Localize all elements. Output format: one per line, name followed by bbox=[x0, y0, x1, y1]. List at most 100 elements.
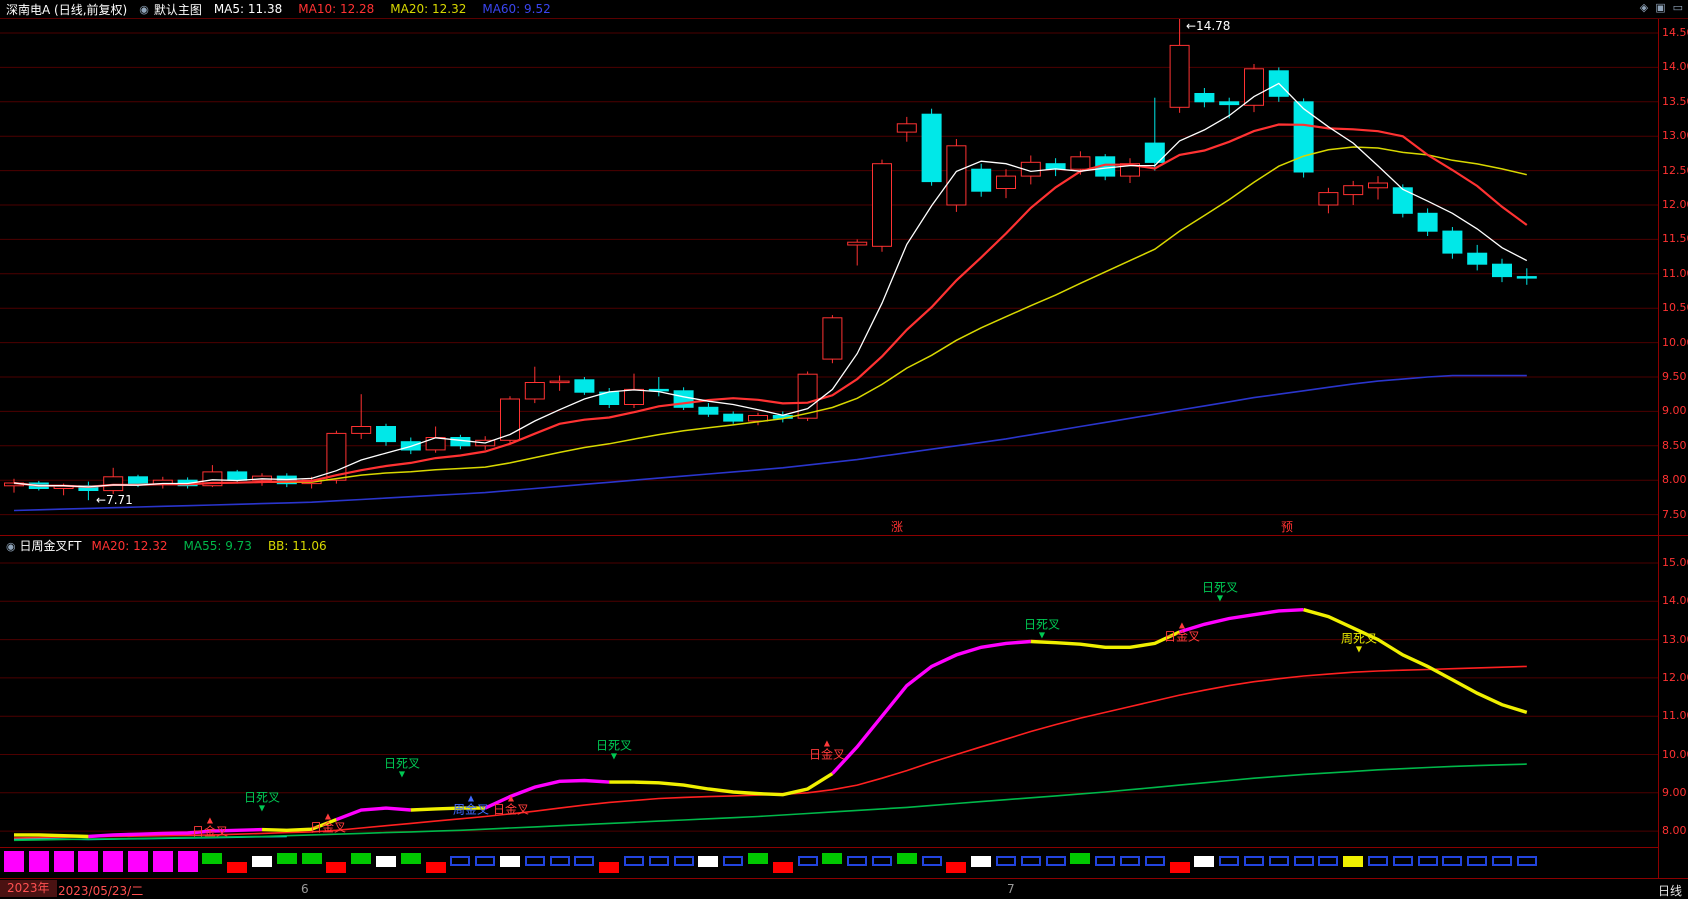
signal-block bbox=[1144, 856, 1165, 866]
signal-block bbox=[896, 853, 917, 864]
signal-block bbox=[276, 853, 297, 864]
price-tick: 12.00 bbox=[1662, 670, 1688, 684]
price-tick: 9.00 bbox=[1662, 785, 1687, 799]
indicator-price-axis: 15.00 14.00 13.00 12.00 11.00 10.00 9.00 8.00 bbox=[1662, 0, 1688, 899]
signal-block bbox=[946, 862, 967, 873]
price-tick: 9.00 bbox=[1662, 404, 1687, 418]
price-tick: 9.50 bbox=[1662, 370, 1687, 383]
signal-block bbox=[301, 853, 322, 864]
signal-block bbox=[1318, 856, 1339, 866]
price-tick: 11.00 bbox=[1662, 709, 1688, 723]
price-tick: 15.00 bbox=[1662, 556, 1688, 569]
price-tick: 10.00 bbox=[1662, 335, 1688, 349]
signal-block bbox=[797, 856, 818, 866]
settings-icon[interactable]: ◈ bbox=[1639, 1, 1649, 14]
signal-ribbon bbox=[0, 851, 1658, 875]
signal-block bbox=[351, 853, 372, 864]
signal-block bbox=[1417, 856, 1438, 866]
signal-block bbox=[202, 853, 223, 864]
window-icon[interactable]: ▣ bbox=[1655, 1, 1666, 14]
signal-block bbox=[400, 853, 421, 864]
layout-icon[interactable]: ▭ bbox=[1672, 1, 1683, 14]
signal-block bbox=[1169, 862, 1190, 873]
legend-item: MA20: 12.32 bbox=[91, 538, 168, 553]
price-tick: 10.50 bbox=[1662, 301, 1688, 315]
signal-block bbox=[1343, 856, 1364, 867]
month-tick: 7 bbox=[1007, 882, 1015, 896]
price-tick: 13.00 bbox=[1662, 632, 1688, 646]
overlay-toggle-icon[interactable]: ◉ bbox=[139, 2, 149, 16]
signal-block bbox=[152, 851, 173, 872]
signal-block bbox=[78, 851, 99, 872]
indicator-chart[interactable] bbox=[0, 555, 1658, 847]
price-tick: 14.00 bbox=[1662, 60, 1688, 74]
legend-item: MA55: 9.73 bbox=[183, 538, 252, 553]
signal-block bbox=[128, 851, 148, 872]
signal-block bbox=[698, 856, 719, 867]
signal-block bbox=[921, 856, 942, 866]
price-tick: 11.00 bbox=[1662, 266, 1688, 280]
signal-block bbox=[772, 862, 793, 873]
main-price-axis: 14.50 14.00 13.50 13.00 12.50 12.00 11.50 11.00… bbox=[1662, 0, 1688, 899]
price-tick: 8.00 bbox=[1662, 473, 1687, 487]
signal-block bbox=[1392, 856, 1413, 866]
signal-block bbox=[450, 856, 471, 866]
legend-item: BB: 11.06 bbox=[267, 538, 327, 553]
signal-block bbox=[1268, 856, 1289, 866]
legend-item: MA10: 12.28 bbox=[298, 2, 375, 16]
price-tick: 12.50 bbox=[1662, 163, 1688, 177]
signal-block bbox=[996, 856, 1016, 866]
signal-block bbox=[1045, 856, 1066, 866]
signal-block bbox=[28, 851, 49, 872]
signal-block bbox=[1244, 856, 1264, 866]
status-bar: 2023年 2023/05/23/二 日线 6 7 bbox=[0, 879, 1688, 899]
signal-block bbox=[1467, 856, 1488, 866]
legend-item: MA5: 11.38 bbox=[213, 2, 283, 16]
main-chart-header: 深南电A (日线,前复权) ◉ 默认主图 MA5: 11.38 MA10: 12.… bbox=[0, 0, 1688, 19]
price-tick: 13.00 bbox=[1662, 129, 1688, 143]
signal-block bbox=[723, 856, 744, 866]
signal-block bbox=[227, 862, 248, 873]
month-tick: 6 bbox=[301, 882, 309, 896]
main-candlestick-chart[interactable] bbox=[0, 13, 1658, 535]
panel-divider bbox=[0, 535, 1688, 536]
signal-block bbox=[1194, 856, 1215, 867]
legend-item: MA20: 12.32 bbox=[390, 2, 467, 16]
signal-block bbox=[1442, 856, 1463, 866]
ribbon-divider bbox=[0, 847, 1658, 848]
signal-block bbox=[1492, 856, 1512, 866]
signal-block bbox=[376, 856, 396, 867]
indicator-legend: MA20: 12.32 MA55: 9.73 BB: 11.06 bbox=[91, 539, 326, 553]
signal-block bbox=[1120, 856, 1140, 866]
statusbar-divider bbox=[0, 878, 1688, 879]
signal-block bbox=[103, 851, 124, 872]
period-label[interactable]: 日线 bbox=[1657, 884, 1682, 898]
signal-block bbox=[326, 862, 347, 873]
legend-item: MA60: 9.52 bbox=[482, 2, 551, 16]
indicator-toggle-icon[interactable]: ◉ bbox=[6, 540, 16, 553]
signal-block bbox=[53, 851, 74, 872]
signal-block bbox=[872, 856, 892, 866]
signal-block bbox=[599, 862, 620, 873]
price-tick: 8.00 bbox=[1662, 824, 1687, 838]
price-tick: 14.50 bbox=[1662, 26, 1688, 39]
signal-block bbox=[1070, 853, 1091, 864]
signal-block bbox=[500, 856, 520, 867]
signal-block bbox=[1020, 856, 1041, 866]
axis-border bbox=[1658, 19, 1659, 878]
price-tick: 14.00 bbox=[1662, 594, 1688, 608]
signal-block bbox=[822, 853, 843, 864]
signal-block bbox=[1516, 856, 1537, 866]
indicator-header: ◉ 日周金叉FT MA20: 12.32 MA55: 9.73 BB: 11.06 bbox=[0, 537, 1664, 554]
titlebar-icons: ◈ ▣ ▭ bbox=[1640, 2, 1683, 13]
signal-block bbox=[971, 856, 992, 867]
signal-block bbox=[847, 856, 868, 866]
signal-block bbox=[1293, 856, 1314, 866]
overlay-label[interactable]: 默认主图 bbox=[153, 2, 202, 17]
price-tick: 13.50 bbox=[1662, 94, 1688, 108]
price-tick: 11.50 bbox=[1662, 232, 1688, 246]
signal-block bbox=[524, 856, 545, 866]
signal-block bbox=[4, 851, 24, 872]
signal-block bbox=[549, 856, 570, 866]
indicator-title: 日周金叉FT bbox=[19, 539, 82, 553]
